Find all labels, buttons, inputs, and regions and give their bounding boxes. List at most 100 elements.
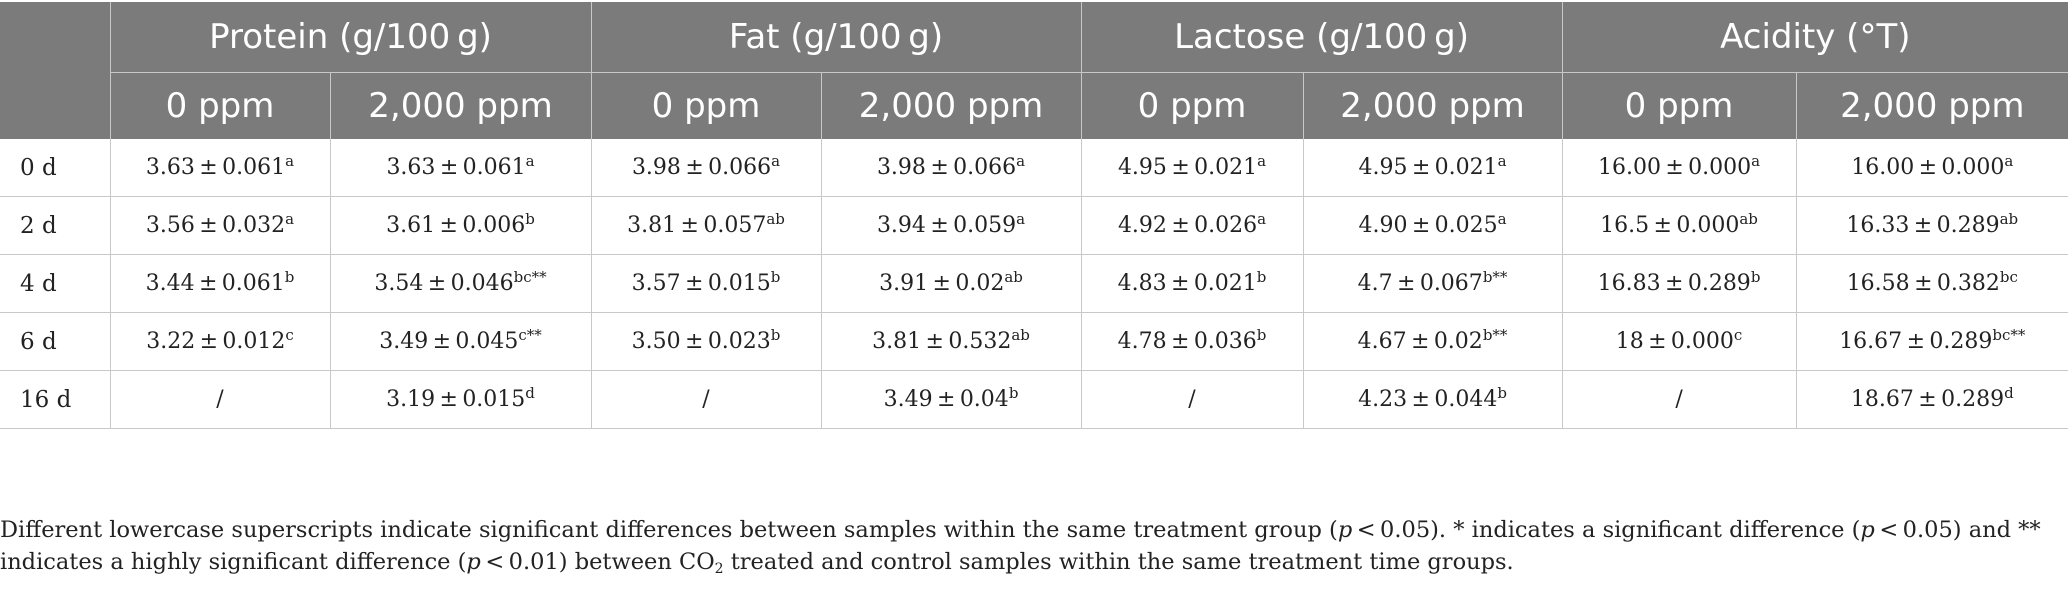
table-row: 16 d/3.19 ± 0.015d/3.49 ± 0.04b/4.23 ± 0… — [0, 370, 2068, 429]
table-cell: 3.54 ± 0.046bc** — [330, 254, 592, 313]
table-cell: 16.33 ± 0.289ab — [1796, 196, 2068, 255]
subheader-acidity-2000ppm: 2,000 ppm — [1796, 72, 2068, 139]
cell-value: 3.57 ± 0.015 — [631, 271, 771, 296]
cell-superscript: b — [770, 268, 781, 286]
cell-superscript: a — [1497, 210, 1507, 228]
cell-superscript: b — [1497, 384, 1507, 402]
cell-superscript: bc — [1999, 268, 2018, 286]
cell-value: 16.00 ± 0.000 — [1851, 155, 2005, 180]
subheader-protein-0ppm: 0 ppm — [110, 72, 331, 139]
table-row: 0 d 3.63 ± 0.061a 3.63 ± 0.061a 3.98 ± 0.06… — [0, 139, 2068, 197]
table-cell: 18.67 ± 0.289d — [1796, 370, 2068, 429]
subheader-acidity-0ppm: 0 ppm — [1562, 72, 1797, 139]
cell-value: / — [1675, 387, 1683, 412]
cell-superscript: a — [771, 152, 781, 170]
table-cell: 3.50 ± 0.023b — [591, 312, 822, 371]
table-row: 2 d 3.56 ± 0.032a 3.61 ± 0.006b 3.81 ± 0.05… — [0, 196, 2068, 255]
footnote-p-symbol: p — [1860, 517, 1875, 543]
table-cell: 18 ± 0.000c — [1562, 312, 1797, 371]
cell-value: 4.23 ± 0.044 — [1358, 387, 1498, 412]
footnote-segment: < 0.05) and ** indicates a highly signif… — [0, 517, 2041, 575]
cell-superscript: b — [770, 326, 781, 344]
group-header-protein: Protein (g/100 g) — [110, 2, 592, 73]
cell-value: 3.61 ± 0.006 — [386, 213, 526, 238]
cell-value: 3.22 ± 0.012 — [146, 329, 286, 354]
cell-value: 3.98 ± 0.066 — [631, 155, 772, 180]
cell-value: 3.49 ± 0.04 — [883, 387, 1009, 412]
cell-superscript: a — [1016, 210, 1026, 228]
cell-value: 4.7 ± 0.067 — [1357, 271, 1483, 296]
cell-value: 3.63 ± 0.061 — [145, 155, 286, 180]
row-label: 4 d — [0, 254, 111, 313]
table-cell: 3.49 ± 0.045c** — [330, 312, 592, 371]
cell-superscript: bc** — [513, 268, 547, 286]
subheader-protein-2000ppm: 2,000 ppm — [330, 72, 592, 139]
row-label: 16 d — [0, 370, 111, 429]
cell-superscript: a — [285, 210, 295, 228]
cell-value: / — [1188, 387, 1196, 412]
subheader-lactose-0ppm: 0 ppm — [1081, 72, 1304, 139]
table-cell: 3.19 ± 0.015d — [330, 370, 592, 429]
cell-value: 18.67 ± 0.289 — [1850, 387, 2005, 412]
table-cell: 4.90 ± 0.025a — [1303, 196, 1563, 255]
cell-superscript: b** — [1482, 268, 1508, 286]
table-cell: 3.22 ± 0.012c — [110, 312, 331, 371]
table-cell: / — [110, 370, 331, 429]
table-footnote: Different lowercase superscripts indicat… — [0, 514, 2060, 578]
table-cell: 4.23 ± 0.044b — [1303, 370, 1563, 429]
corner-cell — [0, 2, 111, 139]
table-cell: 16.83 ± 0.289b — [1562, 254, 1797, 313]
cell-superscript: a — [2004, 152, 2014, 170]
table-row: 4 d 3.44 ± 0.061b 3.54 ± 0.046bc** 3.57 ± 0… — [0, 254, 2068, 313]
cell-value: 3.91 ± 0.02 — [879, 271, 1005, 296]
cell-value: 4.90 ± 0.025 — [1358, 213, 1498, 238]
table-cell: / — [1081, 370, 1304, 429]
cell-value: 16.33 ± 0.289 — [1846, 213, 2000, 238]
table-cell: 16.67 ± 0.289bc** — [1796, 312, 2068, 371]
footnote-subscript: 2 — [714, 561, 724, 577]
cell-superscript: a — [1497, 152, 1507, 170]
cell-value: 3.54 ± 0.046 — [374, 271, 514, 296]
footnote-text: Different lowercase superscripts indicat… — [0, 514, 2060, 578]
cell-value: 3.56 ± 0.032 — [145, 213, 286, 238]
cell-value: 3.49 ± 0.045 — [379, 329, 519, 354]
cell-value: 4.78 ± 0.036 — [1117, 329, 1257, 354]
footnote-segment: < 0.05). * indicates a significant diffe… — [1352, 517, 1861, 543]
cell-superscript: b — [1256, 326, 1267, 344]
table-cell: 4.7 ± 0.067b** — [1303, 254, 1563, 313]
cell-value: 4.95 ± 0.021 — [1358, 155, 1498, 180]
table-cell: / — [1562, 370, 1797, 429]
cell-superscript: b** — [1482, 326, 1508, 344]
cell-superscript: d — [2004, 384, 2014, 402]
cell-value: 3.63 ± 0.061 — [386, 155, 526, 180]
subheader-fat-0ppm: 0 ppm — [591, 72, 822, 139]
cell-value: 4.95 ± 0.021 — [1117, 155, 1258, 180]
cell-superscript: c** — [518, 326, 542, 344]
cell-superscript: c — [1733, 326, 1743, 344]
cell-value: 3.81 ± 0.057 — [627, 213, 767, 238]
cell-superscript: d — [525, 384, 535, 402]
subheader-fat-2000ppm: 2,000 ppm — [821, 72, 1082, 139]
table-cell: 3.61 ± 0.006b — [330, 196, 592, 255]
data-table: Protein (g/100 g) Fat (g/100 g) Lactose … — [0, 2, 2068, 429]
cell-superscript: ab — [1999, 210, 2019, 228]
cell-value: 16.58 ± 0.382 — [1846, 271, 2000, 296]
cell-value: 18 ± 0.000 — [1615, 329, 1734, 354]
table-cell: 3.44 ± 0.061b — [110, 254, 331, 313]
cell-superscript: b — [1256, 268, 1267, 286]
cell-superscript: b — [284, 268, 295, 286]
table-cell: 3.91 ± 0.02ab — [821, 254, 1082, 313]
cell-value: 3.50 ± 0.023 — [631, 329, 771, 354]
table-cell: / — [591, 370, 822, 429]
table-cell: 3.63 ± 0.061a — [110, 139, 331, 197]
table-cell: 3.57 ± 0.015b — [591, 254, 822, 313]
table-cell: 16.00 ± 0.000a — [1562, 139, 1797, 197]
cell-value: 3.94 ± 0.059 — [876, 213, 1017, 238]
table-cell: 16.58 ± 0.382bc — [1796, 254, 2068, 313]
table-cell: 4.78 ± 0.036b — [1081, 312, 1304, 371]
table-cell: 3.98 ± 0.066a — [591, 139, 822, 197]
cell-superscript: c — [285, 326, 294, 344]
cell-superscript: bc** — [1992, 326, 2026, 344]
cell-superscript: ab — [1011, 326, 1030, 344]
table-cell: 16.5 ± 0.000ab — [1562, 196, 1797, 255]
